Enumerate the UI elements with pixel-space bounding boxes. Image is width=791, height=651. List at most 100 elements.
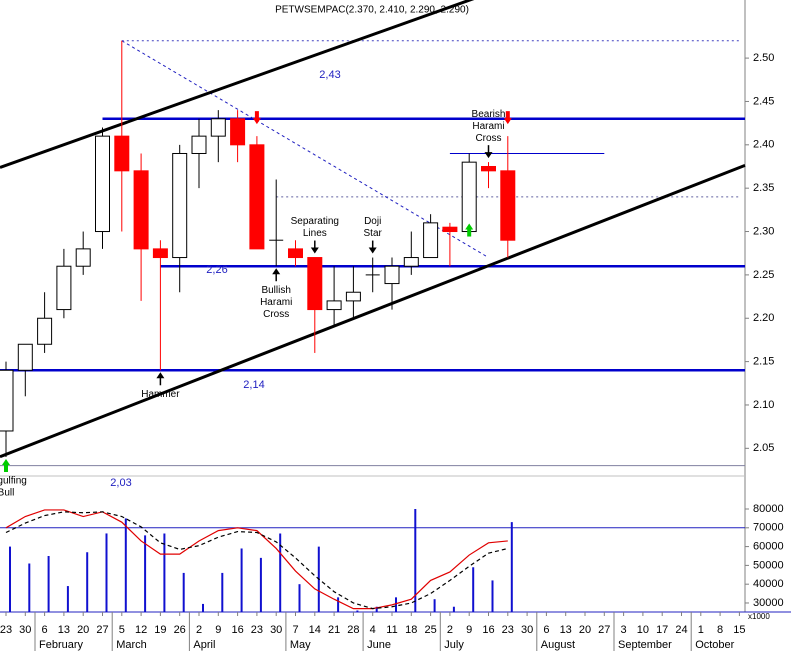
candle-body [307,257,323,311]
month-label: October [695,639,734,651]
y-tick-label: 60000 [753,541,784,553]
x-tick-label: 19 [154,624,166,636]
level-label: 2,26 [206,264,227,276]
candle-body [481,165,496,172]
dashed-line [121,40,489,258]
chart-title: PETWSEMPAC(2.370, 2.410, 2.290, 2.290) [275,5,469,16]
candle-body [230,118,246,146]
candle-body [152,248,168,259]
y-tick-label: 2.50 [753,52,774,64]
candle-body [461,161,477,233]
candle-body [423,222,439,259]
y-tick-label: 2.35 [753,182,774,194]
annotation-text: Bearish [472,109,506,120]
level-label: 2,03 [110,477,131,489]
month-label: June [367,639,391,651]
x-tick-label: 1 [698,624,704,636]
annotation-text: Harami [260,297,292,308]
x-tick-label: 24 [675,624,687,636]
indicator-line [5,509,508,610]
x-tick-label: 28 [347,624,359,636]
x-tick-label: 11 [386,624,397,636]
y-tick-label: 2.40 [753,139,774,151]
x-tick-label: 14 [309,624,321,636]
y-tick-label: 2.10 [753,399,774,411]
x-tick-label: 6 [543,624,549,636]
y-tick-label: 30000 [753,597,784,609]
arrow-head [465,223,474,230]
candle-body [133,170,149,250]
annotation-text: Hammer [141,389,180,400]
x-tick-label: 26 [174,624,186,636]
y-tick-label: 2.20 [753,312,774,324]
x-tick-label: 21 [328,624,340,636]
candle-body [114,135,130,172]
arrow-head [310,247,319,254]
annotation-text: Cross [475,133,501,144]
month-label: July [444,639,464,651]
level-label: 2,14 [243,379,264,391]
arrow-head [272,268,281,275]
annotation-text: Harami [472,121,504,132]
annotation-text: Lines [303,228,327,239]
month-label: April [193,639,215,651]
annotation-text: Doji [364,216,381,227]
candle-body [326,300,342,311]
y-tick-label: 50000 [753,559,784,571]
x-tick-label: 25 [424,624,436,636]
month-label: September [618,639,672,651]
x-tick-label: 23 [251,624,263,636]
x-tick-label: 13 [58,624,70,636]
candle-body [249,144,265,250]
x-tick-label: 9 [466,624,472,636]
candle-body [75,248,91,267]
month-label: February [39,639,84,651]
candle-body [95,135,110,233]
arrow-head [252,118,261,125]
x-tick-label: 5 [119,624,125,636]
x-tick-label: 8 [717,624,723,636]
x-tick-label: 4 [370,624,376,636]
x-tick-label: 15 [733,624,745,636]
month-label: May [290,639,311,651]
candle-body [17,343,33,371]
candle-body [0,369,14,432]
annotation-text: Bull [0,488,14,499]
arrow-head [368,247,377,254]
y-tick-label: 80000 [753,503,784,515]
x-tick-label: 9 [215,624,221,636]
level-label: 2,43 [319,69,340,81]
candle-body [442,226,458,233]
x-tick-label: 16 [231,624,243,636]
x-tick-label: 16 [482,624,494,636]
candle-body [37,317,53,345]
x-tick-label: 12 [135,624,147,636]
indicator-line [5,511,508,610]
month-label: March [116,639,147,651]
x-tick-label: 3 [621,624,627,636]
annotation-text: Bullish [261,285,290,296]
x-tick-label: 2 [447,624,453,636]
x-tick-label: 30 [521,624,533,636]
unit-label: x1000 [748,612,770,621]
trend-line [0,0,475,169]
trend-line [0,163,746,459]
candle-body [191,135,207,154]
arrow-head [503,118,512,125]
x-tick-label: 2 [196,624,202,636]
month-label: August [541,639,575,651]
y-tick-label: 2.45 [753,95,774,107]
candle-body [345,291,361,302]
candle-body [403,257,419,267]
x-tick-label: 23 [0,624,12,636]
arrow-head [484,152,493,159]
x-tick-label: 23 [502,624,514,636]
y-tick-label: 70000 [753,522,784,534]
y-tick-label: 2.15 [753,356,774,368]
x-tick-label: 10 [637,624,649,636]
x-tick-label: 27 [598,624,610,636]
annotation-text: Star [364,228,383,239]
candle-body [56,265,72,311]
